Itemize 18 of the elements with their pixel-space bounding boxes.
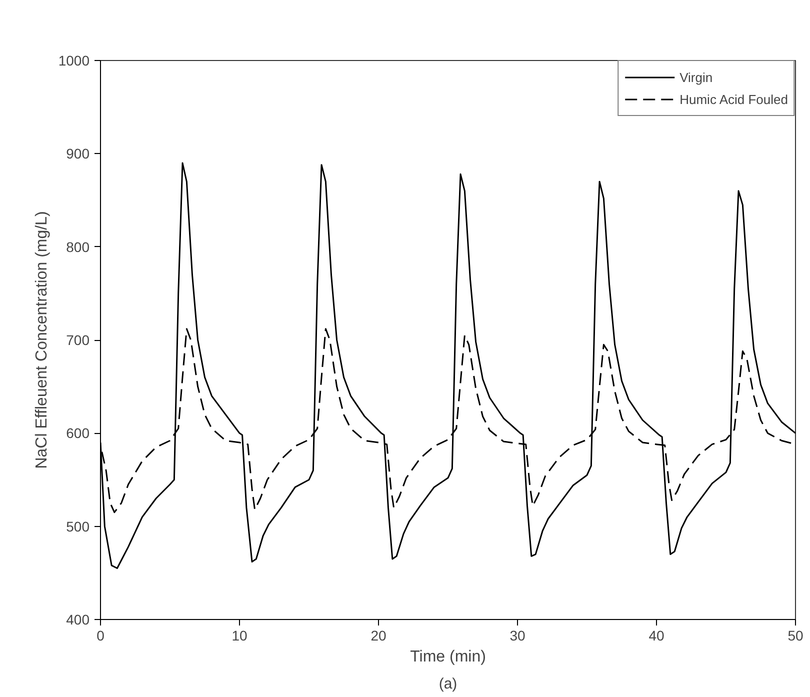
x-tick-label: 50 <box>788 628 804 644</box>
x-tick-label: 0 <box>96 628 105 644</box>
y-tick-label: 700 <box>66 332 90 348</box>
y-tick-label: 400 <box>66 612 90 628</box>
x-tick-label: 10 <box>232 628 248 644</box>
x-axis-title: Time (min) <box>410 648 486 666</box>
y-tick-label: 500 <box>66 518 90 534</box>
legend-label: Virgin <box>680 70 713 84</box>
y-tick-label: 900 <box>66 146 90 162</box>
y-tick-label: 800 <box>66 238 90 255</box>
y-tick-label: 1000 <box>58 52 90 68</box>
text: (a) <box>438 676 458 692</box>
legend-label: Humic Acid Fouled <box>680 92 788 106</box>
y-axis-title: NaCl Effleuent Concentration (mg/L) <box>33 211 50 469</box>
x-tick-label: 40 <box>648 628 664 644</box>
x-tick-label: 30 <box>510 628 526 644</box>
y-tick-label: 600 <box>66 425 90 442</box>
x-tick-label: 20 <box>370 628 386 644</box>
